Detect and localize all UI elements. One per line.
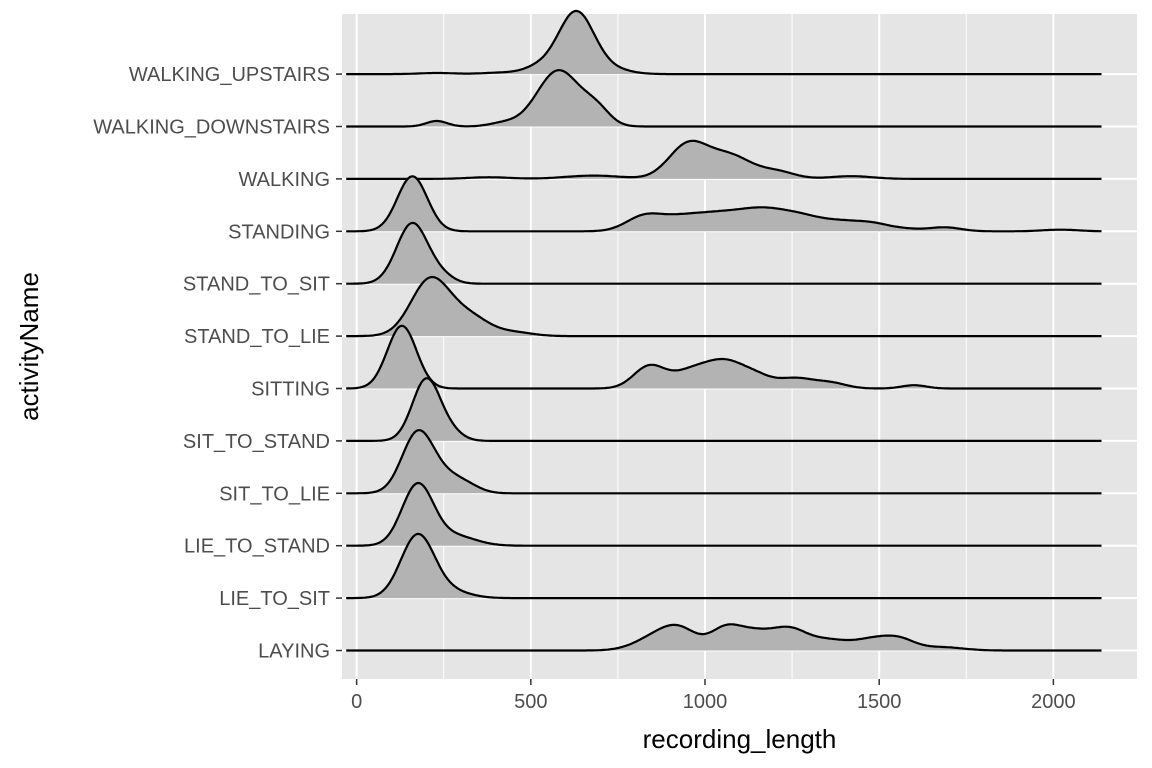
plot-panel: [342, 14, 1137, 679]
ridge-area: [346, 222, 1103, 284]
x-tick-label: 1500: [857, 691, 902, 713]
ridge-area: [346, 70, 1103, 127]
ridge-walking: [346, 139, 1103, 180]
y-axis-title: activityName: [14, 272, 44, 421]
ridge-standing: [346, 175, 1103, 233]
ridge-area: [346, 176, 1103, 232]
ridge-line: [346, 481, 1102, 547]
y-tick-label: SIT_TO_STAND: [183, 431, 330, 453]
ridge-walking-downstairs: [346, 69, 1103, 128]
density-ridges: [346, 9, 1103, 652]
x-axis-title: recording_length: [643, 724, 837, 754]
y-tick-label: LIE_TO_STAND: [184, 536, 330, 558]
y-tick-label: WALKING_DOWNSTAIRS: [93, 117, 330, 139]
ridge-area: [346, 533, 1103, 599]
x-tick-label: 0: [351, 691, 362, 713]
ridge-line: [346, 139, 1102, 180]
ridge-line: [346, 324, 1102, 390]
ridge-area: [346, 277, 1103, 337]
ridge-lie-to-sit: [346, 532, 1103, 600]
y-tick-label: LIE_TO_SIT: [219, 588, 330, 610]
y-tick-label: SIT_TO_LIE: [219, 483, 330, 505]
y-tick-label: LAYING: [258, 641, 330, 663]
y-tick-label: STAND_TO_LIE: [184, 326, 330, 348]
y-tick-label: SITTING: [251, 379, 330, 401]
ridge-line: [346, 275, 1102, 338]
ridge-line: [346, 532, 1102, 600]
ridge-line: [346, 69, 1102, 128]
ridge-line: [346, 377, 1102, 442]
ridge-line: [346, 429, 1102, 495]
x-tick-label: 500: [514, 691, 547, 713]
y-tick-label: WALKING_UPSTAIRS: [129, 64, 330, 86]
x-tick-label: 1000: [683, 691, 728, 713]
x-axis: 0 500 1000 1500 2000: [351, 679, 1076, 713]
y-tick-label: STAND_TO_SIT: [183, 274, 330, 296]
ridge-stand-to-lie: [346, 275, 1103, 338]
ridge-line: [346, 175, 1102, 233]
y-axis: LAYING LIE_TO_SIT LIE_TO_STAND SIT_TO_LIE SI…: [93, 64, 342, 663]
y-tick-label: WALKING: [239, 169, 331, 191]
y-tick-label: STANDING: [228, 221, 330, 243]
ridge-line: [346, 9, 1102, 76]
x-tick-label: 2000: [1031, 691, 1076, 713]
ridge-line: [346, 623, 1102, 652]
ridge-walking-upstairs: [346, 9, 1103, 76]
ridge-stand-to-sit: [346, 221, 1103, 285]
ridge-area: [346, 624, 1103, 651]
ridge-line: [346, 221, 1102, 285]
ridge-area: [346, 140, 1103, 179]
ridge-laying: [346, 623, 1103, 652]
